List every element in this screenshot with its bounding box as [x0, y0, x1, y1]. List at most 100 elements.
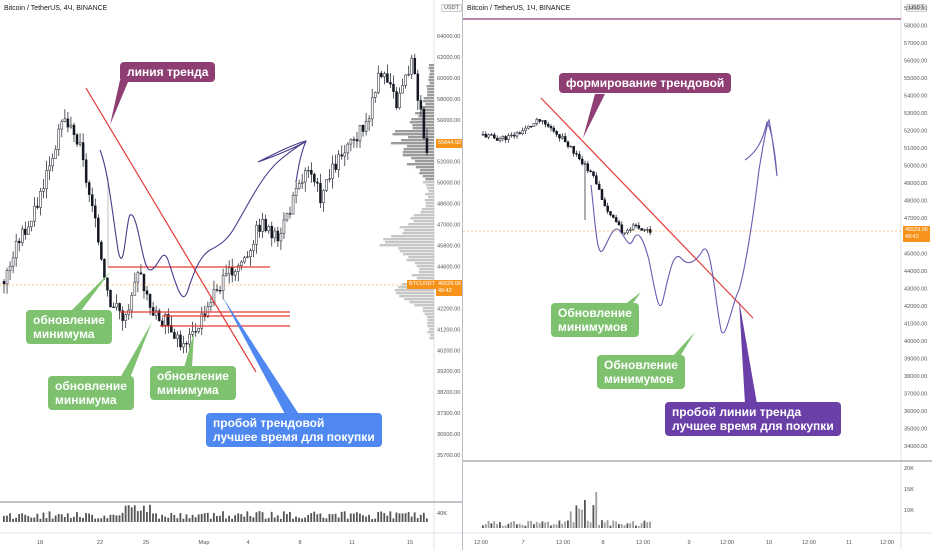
left-volume-bar: [27, 515, 30, 522]
right-price-tick: 42000.00: [904, 304, 927, 310]
left-volume-profile-bar: [421, 109, 434, 112]
left-volume-bar: [346, 518, 349, 522]
left-volume-bar: [219, 515, 221, 522]
left-volume-bar: [234, 515, 237, 522]
right-volume-bar: [530, 520, 532, 528]
left-volume-bar: [425, 518, 428, 522]
left-volume-bar: [292, 518, 294, 522]
left-candle-body: [97, 217, 100, 243]
left-volume-profile-bar: [427, 325, 434, 328]
right-volume-bar: [510, 521, 513, 528]
right-time-tick: 12:00: [802, 540, 816, 546]
left-candle-body: [325, 179, 328, 191]
right-volume-tick: 10K: [904, 508, 914, 514]
right-volume-bar: [547, 521, 549, 528]
left-volume-profile-bar: [413, 220, 434, 223]
left-candle-body: [282, 219, 286, 234]
left-volume-bar: [206, 512, 209, 522]
left-candle-body: [185, 343, 188, 345]
left-volume-bar: [18, 514, 21, 522]
right-candle-body: [495, 137, 499, 141]
callout-trend-forming: формирование трендовой: [559, 73, 732, 93]
left-candle-body: [182, 343, 185, 348]
left-candle-body: [261, 218, 264, 232]
left-volume-bar: [422, 512, 425, 522]
left-volume-profile-bar: [421, 208, 434, 211]
callout-lows-update-2-line1: Обновление: [604, 358, 678, 372]
right-volume-bar: [533, 524, 535, 528]
left-volume-bar: [386, 515, 389, 522]
left-volume-bar: [255, 512, 258, 522]
left-candle-body: [258, 224, 261, 232]
left-price-tick: 40200.00: [437, 348, 460, 354]
right-volume-bar: [609, 525, 612, 528]
left-volume-bar: [258, 511, 261, 522]
left-time-tick: 11: [349, 540, 355, 546]
left-low2-pointer: [120, 322, 152, 378]
left-volume-bar: [42, 512, 45, 522]
left-candle-body: [148, 293, 152, 308]
right-candle-body: [549, 126, 553, 129]
left-volume-profile-bar: [425, 202, 434, 205]
left-candle-body: [316, 181, 319, 184]
left-volume-bar: [182, 518, 185, 522]
left-candle-body: [160, 320, 164, 326]
left-volume-profile-bar: [411, 157, 434, 160]
left-candle-body: [11, 257, 15, 267]
right-candle-body: [589, 170, 592, 172]
left-time-tick: 8: [298, 540, 301, 546]
left-volume-profile-bar: [418, 271, 434, 274]
left-volume-profile-bar: [428, 64, 434, 67]
callout-lows-update-2: Обновление минимумов: [597, 355, 685, 389]
left-candle-body: [401, 85, 404, 94]
left-candle-body: [27, 226, 30, 235]
right-chart-svg: 59000.00 58000.00 57000.00 56000.00 55000.00…: [463, 0, 932, 550]
left-volume-profile-bar: [429, 328, 434, 331]
left-candle-body: [319, 183, 322, 204]
left-volume-profile-bar: [425, 205, 434, 208]
right-candle-body: [623, 232, 626, 234]
left-volume-profile-bar: [419, 172, 434, 175]
left-volume-profile-bar: [419, 268, 434, 271]
left-low3-pointer: [184, 332, 194, 368]
callout-lows-update-1-line1: Обновление: [558, 306, 632, 320]
right-volume-bar: [618, 524, 620, 528]
left-candle-body: [94, 205, 97, 219]
left-candle-body: [57, 128, 61, 150]
left-candle-body: [221, 275, 225, 292]
right-volume-bar: [581, 509, 583, 528]
left-volume-bar: [176, 518, 179, 522]
left-candle-body: [179, 334, 182, 348]
left-volume-bar: [146, 512, 148, 522]
left-volume-bar: [72, 516, 75, 522]
right-price-tick: 43000.00: [904, 286, 927, 292]
right-volume-tick: 20K: [904, 466, 914, 472]
right-volume-bar: [620, 524, 623, 528]
left-candle-body: [355, 139, 359, 142]
left-price-tick: 60000.00: [437, 76, 460, 82]
left-candle-body: [340, 154, 344, 157]
left-volume-bar: [261, 512, 264, 522]
left-volume-bar: [301, 518, 303, 522]
left-candle-body: [118, 303, 121, 311]
left-volume-bar: [340, 511, 343, 522]
right-volume-bar: [567, 520, 569, 528]
left-volume-profile-bar: [425, 193, 434, 196]
left-volume-profile-bar: [399, 295, 434, 298]
left-candle-body: [307, 170, 310, 172]
right-volume-bar: [601, 520, 603, 528]
left-volume-profile-bar: [426, 85, 434, 88]
left-volume-profile-bar: [413, 214, 434, 217]
right-volume-bar: [649, 521, 651, 528]
right-candle-body: [512, 134, 516, 137]
left-volume-bar: [319, 513, 322, 522]
left-volume-bar: [36, 513, 39, 522]
left-candle-body: [419, 100, 423, 110]
left-candle-body: [273, 230, 277, 239]
left-candle-body: [39, 191, 42, 208]
right-candle-body: [527, 125, 530, 129]
left-volume-profile-bar: [402, 232, 434, 235]
left-price-tick: 37300.00: [437, 411, 460, 417]
callout-low-update-3-line1: обновление: [157, 369, 229, 383]
right-time-tick: 12:00: [720, 540, 734, 546]
